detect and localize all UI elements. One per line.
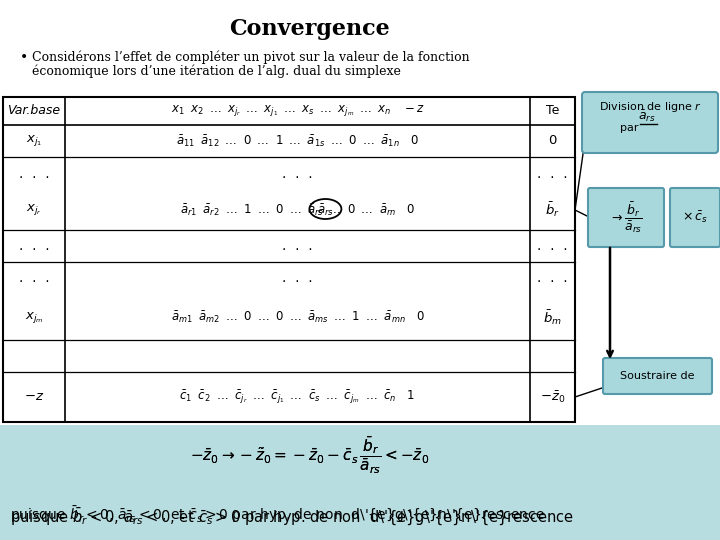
FancyBboxPatch shape: [588, 188, 664, 247]
FancyBboxPatch shape: [582, 92, 718, 153]
Text: $x_{j_m}$: $x_{j_m}$: [24, 310, 43, 325]
Text: .  .  .: . . .: [537, 166, 568, 180]
Text: $x_{j_1}$: $x_{j_1}$: [26, 133, 42, 148]
Text: Considérons l’effet de compléter un pivot sur la valeur de la fonction: Considérons l’effet de compléter un pivo…: [32, 50, 469, 64]
Text: .  .  .: . . .: [19, 166, 49, 180]
Bar: [3, 97, 575, 422]
FancyBboxPatch shape: [603, 358, 712, 394]
Text: Var.base: Var.base: [7, 105, 60, 118]
Text: .  .  .: . . .: [537, 272, 568, 286]
Text: .  .  .: . . .: [19, 239, 49, 253]
Text: $\times\,\bar{c}_s$: $\times\,\bar{c}_s$: [682, 210, 708, 225]
Text: Convergence: Convergence: [230, 18, 390, 40]
Text: .  .  .: . . .: [282, 239, 312, 253]
Text: $\bar{a}_{11} \;\; \bar{a}_{12} \;\; \ldots \;\; 0 \;\; \ldots \;\; 1 \;\; \ldot: $\bar{a}_{11} \;\; \bar{a}_{12} \;\; \ld…: [176, 133, 419, 148]
Text: $\bar{a}_{rs}$: $\bar{a}_{rs}$: [638, 109, 656, 124]
Text: par: par: [620, 123, 639, 133]
Text: $-\bar{z}_0$: $-\bar{z}_0$: [540, 389, 565, 405]
Text: Te: Te: [546, 105, 559, 118]
Text: $-z$: $-z$: [24, 390, 44, 403]
Text: .  .  .: . . .: [537, 239, 568, 253]
Text: $\bar{b}_m$: $\bar{b}_m$: [543, 308, 562, 327]
Text: .  .  .: . . .: [282, 272, 312, 286]
Text: $x_1 \;\; x_2 \;\; \ldots \;\; x_{j_r} \;\; \ldots \;\; x_{j_1} \;\; \ldots \;\;: $x_1 \;\; x_2 \;\; \ldots \;\; x_{j_r} \…: [171, 104, 424, 118]
Text: Division de ligne $r$: Division de ligne $r$: [598, 100, 701, 114]
Text: $\bar{c}_1 \;\; \bar{c}_2 \;\; \ldots \;\; \bar{c}_{j_r} \;\; \ldots \;\; \bar{c: $\bar{c}_1 \;\; \bar{c}_2 \;\; \ldots \;…: [179, 388, 415, 406]
Text: $x_{j_r}$: $x_{j_r}$: [26, 202, 42, 218]
Text: $-\bar{z}_0 \to -\tilde{z}_0 = -\bar{z}_0 - \bar{c}_s\,\dfrac{\bar{b}_r}{\bar{a}: $-\bar{z}_0 \to -\tilde{z}_0 = -\bar{z}_…: [190, 435, 430, 476]
Text: puisque $\bar{b}_r < 0$, $\bar{a}_{rs} < 0$, et $\bar{c}_s > 0$ par hyp. de non : puisque $\bar{b}_r < 0$, $\bar{a}_{rs} <…: [10, 504, 545, 525]
Text: économique lors d’une itération de l’alg. dual du simplexe: économique lors d’une itération de l’alg…: [32, 65, 401, 78]
Text: $\bar{a}_{rs}$: $\bar{a}_{rs}$: [317, 202, 334, 218]
Text: $-\bar{z}_0 \to -\tilde{z}_0 = -\bar{z}_0 - \bar{c}_s\,\dfrac{\bar{b}_r}{\bar{a}: $-\bar{z}_0 \to -\tilde{z}_0 = -\bar{z}_…: [190, 435, 430, 476]
Text: $\to \dfrac{\bar{b}_r}{\bar{a}_{rs}}$: $\to \dfrac{\bar{b}_r}{\bar{a}_{rs}}$: [609, 200, 643, 234]
Text: .  .  .: . . .: [19, 272, 49, 286]
Bar: [0, 425, 720, 540]
Text: .  .  .: . . .: [282, 166, 312, 180]
Ellipse shape: [310, 199, 341, 219]
Text: $\bar{a}_{m1} \;\; \bar{a}_{m2} \;\; \ldots \;\; 0 \;\; \ldots \;\; 0 \;\; \ldot: $\bar{a}_{m1} \;\; \bar{a}_{m2} \;\; \ld…: [171, 310, 425, 325]
Text: $\bar{b}_r$: $\bar{b}_r$: [545, 201, 560, 219]
Text: •: •: [20, 50, 28, 64]
Text: puisque $\bar{b}_r < 0$, $\bar{a}_{rs} < 0$, et $\bar{c}_s > 0$ par hyp. de non : puisque $\bar{b}_r < 0$, $\bar{a}_{rs} <…: [10, 505, 574, 526]
Text: $0$: $0$: [548, 134, 557, 147]
Text: Soustraire de: Soustraire de: [620, 371, 695, 381]
Text: $\bar{a}_{r1} \;\; \bar{a}_{r2} \;\; \ldots \;\; 1 \;\; \ldots \;\; 0 \;\; \ldot: $\bar{a}_{r1} \;\; \bar{a}_{r2} \;\; \ld…: [180, 202, 415, 218]
FancyBboxPatch shape: [670, 188, 720, 247]
